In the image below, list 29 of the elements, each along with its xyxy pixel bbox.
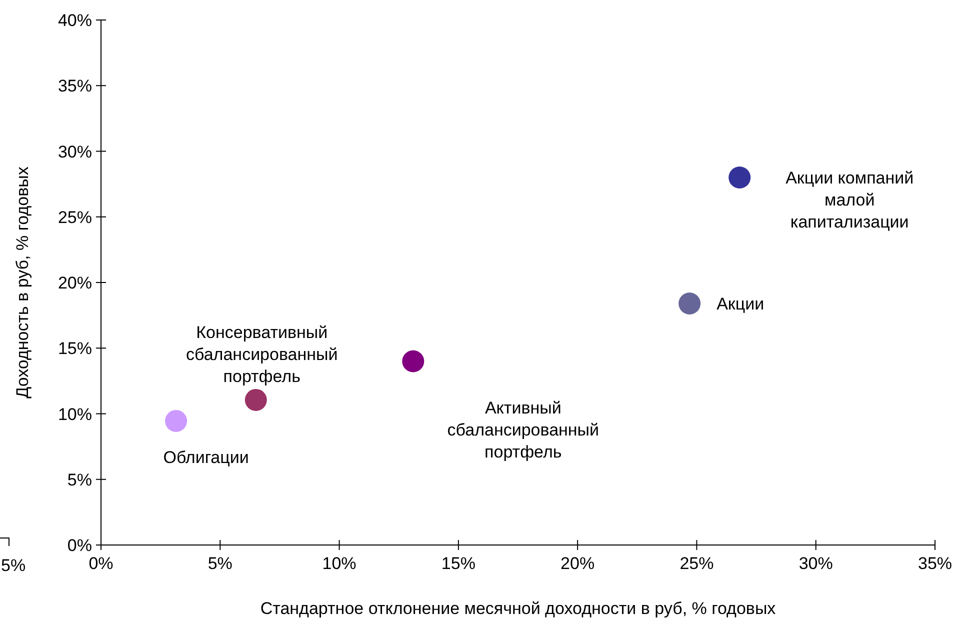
y-tick-label: 35% bbox=[58, 76, 92, 96]
x-axis-title: Стандартное отклонение месячной доходности в руб, % годовых bbox=[260, 599, 776, 618]
point bbox=[244, 388, 267, 411]
text: Акции компаний малой капитализации bbox=[786, 168, 914, 232]
point bbox=[402, 350, 424, 372]
point bbox=[728, 166, 751, 188]
x-tick-label: 10% bbox=[322, 554, 356, 573]
x-tick-label: 30% bbox=[798, 554, 833, 573]
y-tick-label: 30% bbox=[58, 142, 92, 162]
x-tick-label: 0% bbox=[88, 554, 114, 573]
x-tick-label: 35% bbox=[918, 554, 952, 573]
x-tick-label: 5% bbox=[208, 554, 232, 573]
x-tick-label: 20% bbox=[560, 554, 595, 573]
y-tick-label: 25% bbox=[58, 208, 92, 227]
text: Активный сбалансированный портфель bbox=[447, 398, 600, 462]
point bbox=[165, 410, 188, 432]
series-label: Акции bbox=[716, 294, 764, 314]
y-tick-label: 15% bbox=[58, 339, 92, 358]
y-tick-label: 40% bbox=[58, 11, 92, 30]
point bbox=[678, 292, 701, 314]
series-label: Облигации bbox=[163, 448, 249, 467]
y-tick-label: 20% bbox=[58, 274, 92, 292]
y-tick-label: 5% bbox=[67, 470, 92, 490]
y-axis-title: Доходность в руб, % годовых bbox=[13, 166, 32, 398]
y-tick-label: 10% bbox=[58, 404, 92, 424]
x-tick-label: 15% bbox=[441, 554, 476, 573]
y-tick-label: 0% bbox=[67, 536, 92, 555]
text: Консервативный сбалансированный портфель bbox=[186, 322, 338, 386]
x-tick-label: 25% bbox=[680, 554, 714, 573]
